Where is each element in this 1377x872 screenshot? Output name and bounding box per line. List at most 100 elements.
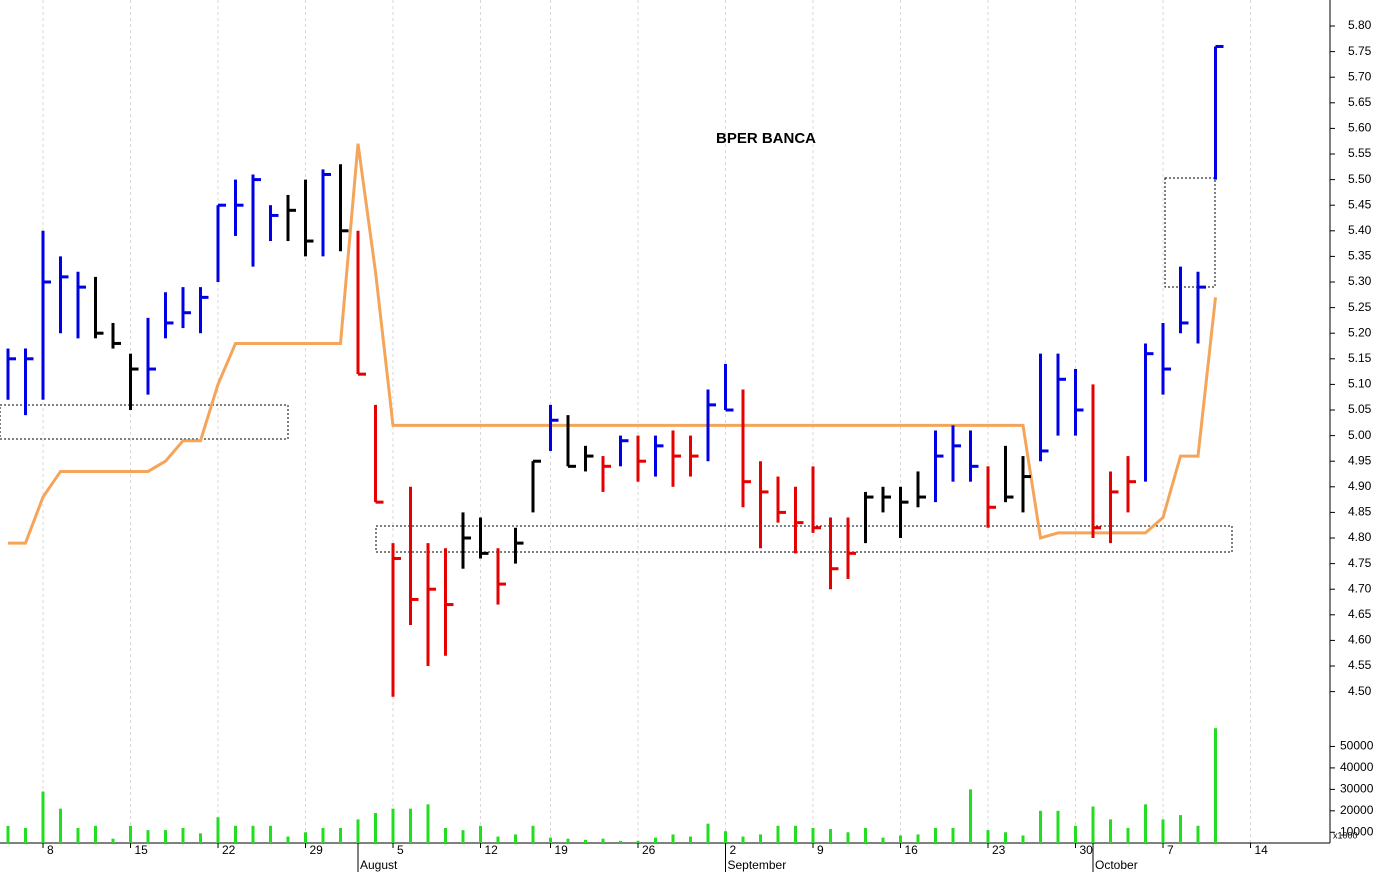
volume-bar [304, 832, 307, 843]
x-tick-label: 30 [1080, 843, 1094, 857]
volume-bar [391, 808, 395, 843]
volume-bar [216, 817, 220, 843]
volume-bar [864, 827, 867, 843]
volume-bar [1161, 819, 1165, 843]
volume-bar [374, 812, 377, 843]
volume-bar [601, 838, 605, 843]
y-tick-label: 5.20 [1348, 325, 1372, 339]
y-tick-label: 4.85 [1348, 505, 1372, 519]
volume-bar [269, 825, 272, 843]
stop-line [8, 143, 1217, 545]
volume-bar [759, 834, 762, 843]
volume-tick-label: 50000 [1340, 739, 1374, 753]
x-tick-label: 2 [730, 843, 737, 857]
volume-tick-label: 40000 [1340, 760, 1374, 774]
volume-bar [706, 823, 710, 843]
volume-bar [461, 830, 465, 843]
volume-bar [94, 825, 97, 843]
volume-bar [1091, 806, 1095, 843]
volume-bar [951, 827, 955, 843]
volume-bar [1056, 810, 1060, 843]
volume-bar [531, 825, 535, 843]
volume-bar [129, 825, 132, 843]
volume-bar [811, 827, 815, 843]
x-tick-label: 8 [47, 843, 54, 857]
volume-bar [1109, 819, 1112, 843]
volume-bar [1021, 835, 1025, 843]
x-tick-label: 15 [135, 843, 149, 857]
x-tick-label: 7 [1167, 843, 1174, 857]
x-tick-label: 26 [642, 843, 656, 857]
volume-bar [409, 808, 412, 843]
volume-bar [934, 827, 937, 843]
volume-bar [181, 827, 185, 843]
volume-bar [724, 831, 727, 843]
volume-bar [1004, 832, 1007, 843]
volume-bar [881, 837, 885, 843]
volume-tick-label: 30000 [1340, 782, 1374, 796]
volume-bar [356, 819, 360, 843]
y-tick-label: 5.00 [1348, 428, 1372, 442]
volume-bar [654, 837, 657, 843]
volume-bar [916, 834, 920, 843]
range-box [375, 525, 1233, 553]
volume-bar [251, 825, 255, 843]
volume-bar [671, 834, 675, 843]
volume-bar [426, 804, 430, 843]
volume-bar [286, 836, 290, 843]
y-tick-label: 5.80 [1348, 18, 1372, 32]
volume-bar [636, 840, 640, 843]
y-tick-label: 5.75 [1348, 44, 1372, 58]
y-tick-label: 4.65 [1348, 607, 1372, 621]
volume-tick-label: 10000 [1340, 824, 1374, 838]
volume-bar [41, 791, 45, 843]
volume-bar [1074, 825, 1077, 843]
volume-bar [1179, 815, 1182, 843]
volume-bar [776, 825, 780, 843]
volume-bar [566, 838, 570, 843]
x-tick-label: 16 [905, 843, 919, 857]
x-tick-label: 9 [817, 843, 824, 857]
volume-bar [969, 789, 972, 843]
y-tick-label: 4.95 [1348, 453, 1372, 467]
range-box [0, 404, 289, 440]
y-tick-label: 5.70 [1348, 69, 1372, 83]
range-box [1164, 177, 1216, 288]
month-label: August [360, 858, 398, 872]
volume-bar [689, 836, 692, 843]
volume-bar [1039, 810, 1042, 843]
volume-bar [846, 832, 850, 843]
volume-bar [76, 827, 80, 843]
month-label: September [728, 858, 787, 872]
chart-title: BPER BANCA [716, 130, 816, 147]
volume-bar [986, 830, 990, 843]
y-tick-label: 5.35 [1348, 249, 1372, 263]
y-tick-label: 5.30 [1348, 274, 1372, 288]
volume-bar [549, 837, 552, 843]
y-tick-label: 5.10 [1348, 377, 1372, 391]
volume-unit: x1000 [1333, 830, 1358, 840]
x-tick-label: 22 [222, 843, 236, 857]
volume-bar [496, 836, 500, 843]
volume-bar [6, 825, 10, 843]
volume-bar [619, 840, 622, 843]
volume-bar [339, 827, 342, 843]
x-tick-label: 12 [485, 843, 499, 857]
y-tick-label: 4.60 [1348, 633, 1372, 647]
y-tick-label: 5.55 [1348, 146, 1372, 160]
y-tick-label: 5.40 [1348, 223, 1372, 237]
volume-bar [146, 830, 150, 843]
volume-bar [1196, 825, 1200, 843]
volume-bar [584, 839, 587, 843]
volume-bar [829, 829, 832, 843]
volume-bar [199, 833, 202, 843]
x-tick-label: 14 [1255, 843, 1269, 857]
y-tick-label: 5.65 [1348, 95, 1372, 109]
volume-tick-label: 20000 [1340, 803, 1374, 817]
volume-bar [479, 825, 482, 843]
y-tick-label: 4.70 [1348, 581, 1372, 595]
x-tick-label: 19 [555, 843, 569, 857]
